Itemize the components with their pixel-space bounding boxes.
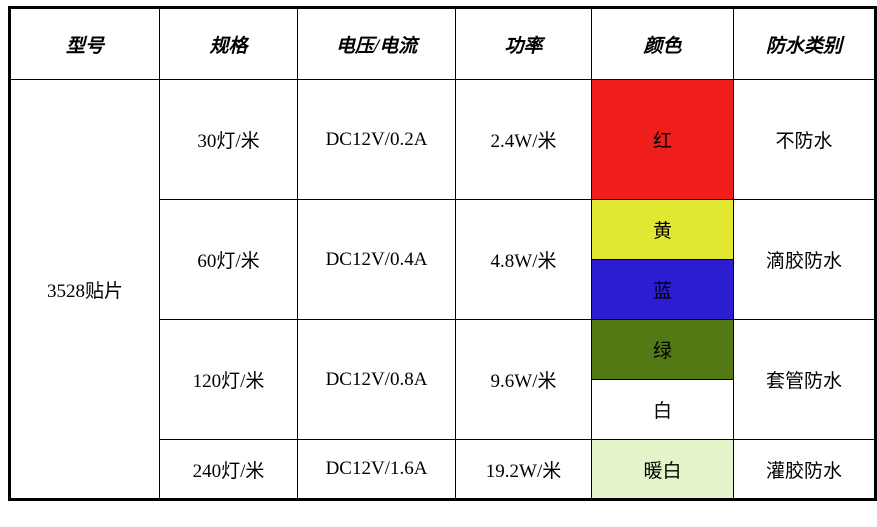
header-voltage: 电压/电流 <box>298 8 456 80</box>
cell-waterproof: 滴胶防水 <box>734 200 876 320</box>
cell-color-red: 红 <box>592 80 734 200</box>
cell-color-green: 绿 <box>592 320 734 380</box>
cell-voltage: DC12V/0.8A <box>298 320 456 440</box>
cell-spec: 120灯/米 <box>160 320 298 440</box>
spec-table-container: 型号 规格 电压/电流 功率 颜色 防水类别 3528贴片 30灯/米 DC12… <box>0 6 877 527</box>
header-power: 功率 <box>456 8 592 80</box>
header-color: 颜色 <box>592 8 734 80</box>
cell-spec: 60灯/米 <box>160 200 298 320</box>
cell-power: 4.8W/米 <box>456 200 592 320</box>
cell-waterproof: 灌胶防水 <box>734 440 876 500</box>
spec-table: 型号 规格 电压/电流 功率 颜色 防水类别 3528贴片 30灯/米 DC12… <box>8 6 877 501</box>
cell-power: 19.2W/米 <box>456 440 592 500</box>
cell-spec: 30灯/米 <box>160 80 298 200</box>
header-spec: 规格 <box>160 8 298 80</box>
cell-waterproof: 不防水 <box>734 80 876 200</box>
header-waterproof: 防水类别 <box>734 8 876 80</box>
cell-color-warmwhite: 暖白 <box>592 440 734 500</box>
cell-voltage: DC12V/0.4A <box>298 200 456 320</box>
cell-voltage: DC12V/1.6A <box>298 440 456 500</box>
header-row: 型号 规格 电压/电流 功率 颜色 防水类别 <box>10 8 876 80</box>
cell-model: 3528贴片 <box>10 80 160 500</box>
cell-color-white: 白 <box>592 380 734 440</box>
header-model: 型号 <box>10 8 160 80</box>
cell-spec: 240灯/米 <box>160 440 298 500</box>
cell-voltage: DC12V/0.2A <box>298 80 456 200</box>
cell-waterproof: 套管防水 <box>734 320 876 440</box>
cell-color-blue: 蓝 <box>592 260 734 320</box>
cell-power: 2.4W/米 <box>456 80 592 200</box>
cell-color-yellow: 黄 <box>592 200 734 260</box>
table-row: 3528贴片 30灯/米 DC12V/0.2A 2.4W/米 红 不防水 <box>10 80 876 140</box>
cell-power: 9.6W/米 <box>456 320 592 440</box>
